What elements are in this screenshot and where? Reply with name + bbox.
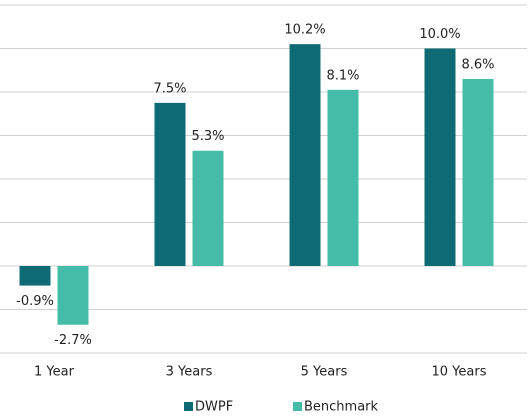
- data-label: -2.7%: [54, 333, 92, 348]
- bar: [57, 266, 89, 325]
- data-label: 10.0%: [419, 27, 460, 42]
- data-label: 10.2%: [284, 23, 325, 38]
- bar: [327, 89, 359, 266]
- legend-label: DWPF: [195, 400, 233, 415]
- legend-swatch: [293, 402, 302, 411]
- data-label: 8.6%: [461, 57, 494, 72]
- legend-label: Benchmark: [304, 400, 379, 415]
- x-tick-label: 3 Years: [166, 365, 213, 380]
- bar: [462, 78, 494, 266]
- data-label: 5.3%: [191, 129, 224, 144]
- bar: [19, 266, 51, 286]
- x-tick-label: 10 Years: [432, 365, 487, 380]
- data-label: 8.1%: [326, 68, 359, 83]
- data-label: -0.9%: [16, 294, 54, 309]
- legend-swatch: [184, 402, 193, 411]
- bar: [192, 150, 224, 266]
- bar: [154, 102, 186, 266]
- x-tick-label: 5 Years: [301, 365, 348, 380]
- bar: [424, 48, 456, 266]
- data-label: 7.5%: [153, 81, 186, 96]
- bar: [289, 44, 321, 267]
- x-tick-label: 1 Year: [34, 365, 75, 380]
